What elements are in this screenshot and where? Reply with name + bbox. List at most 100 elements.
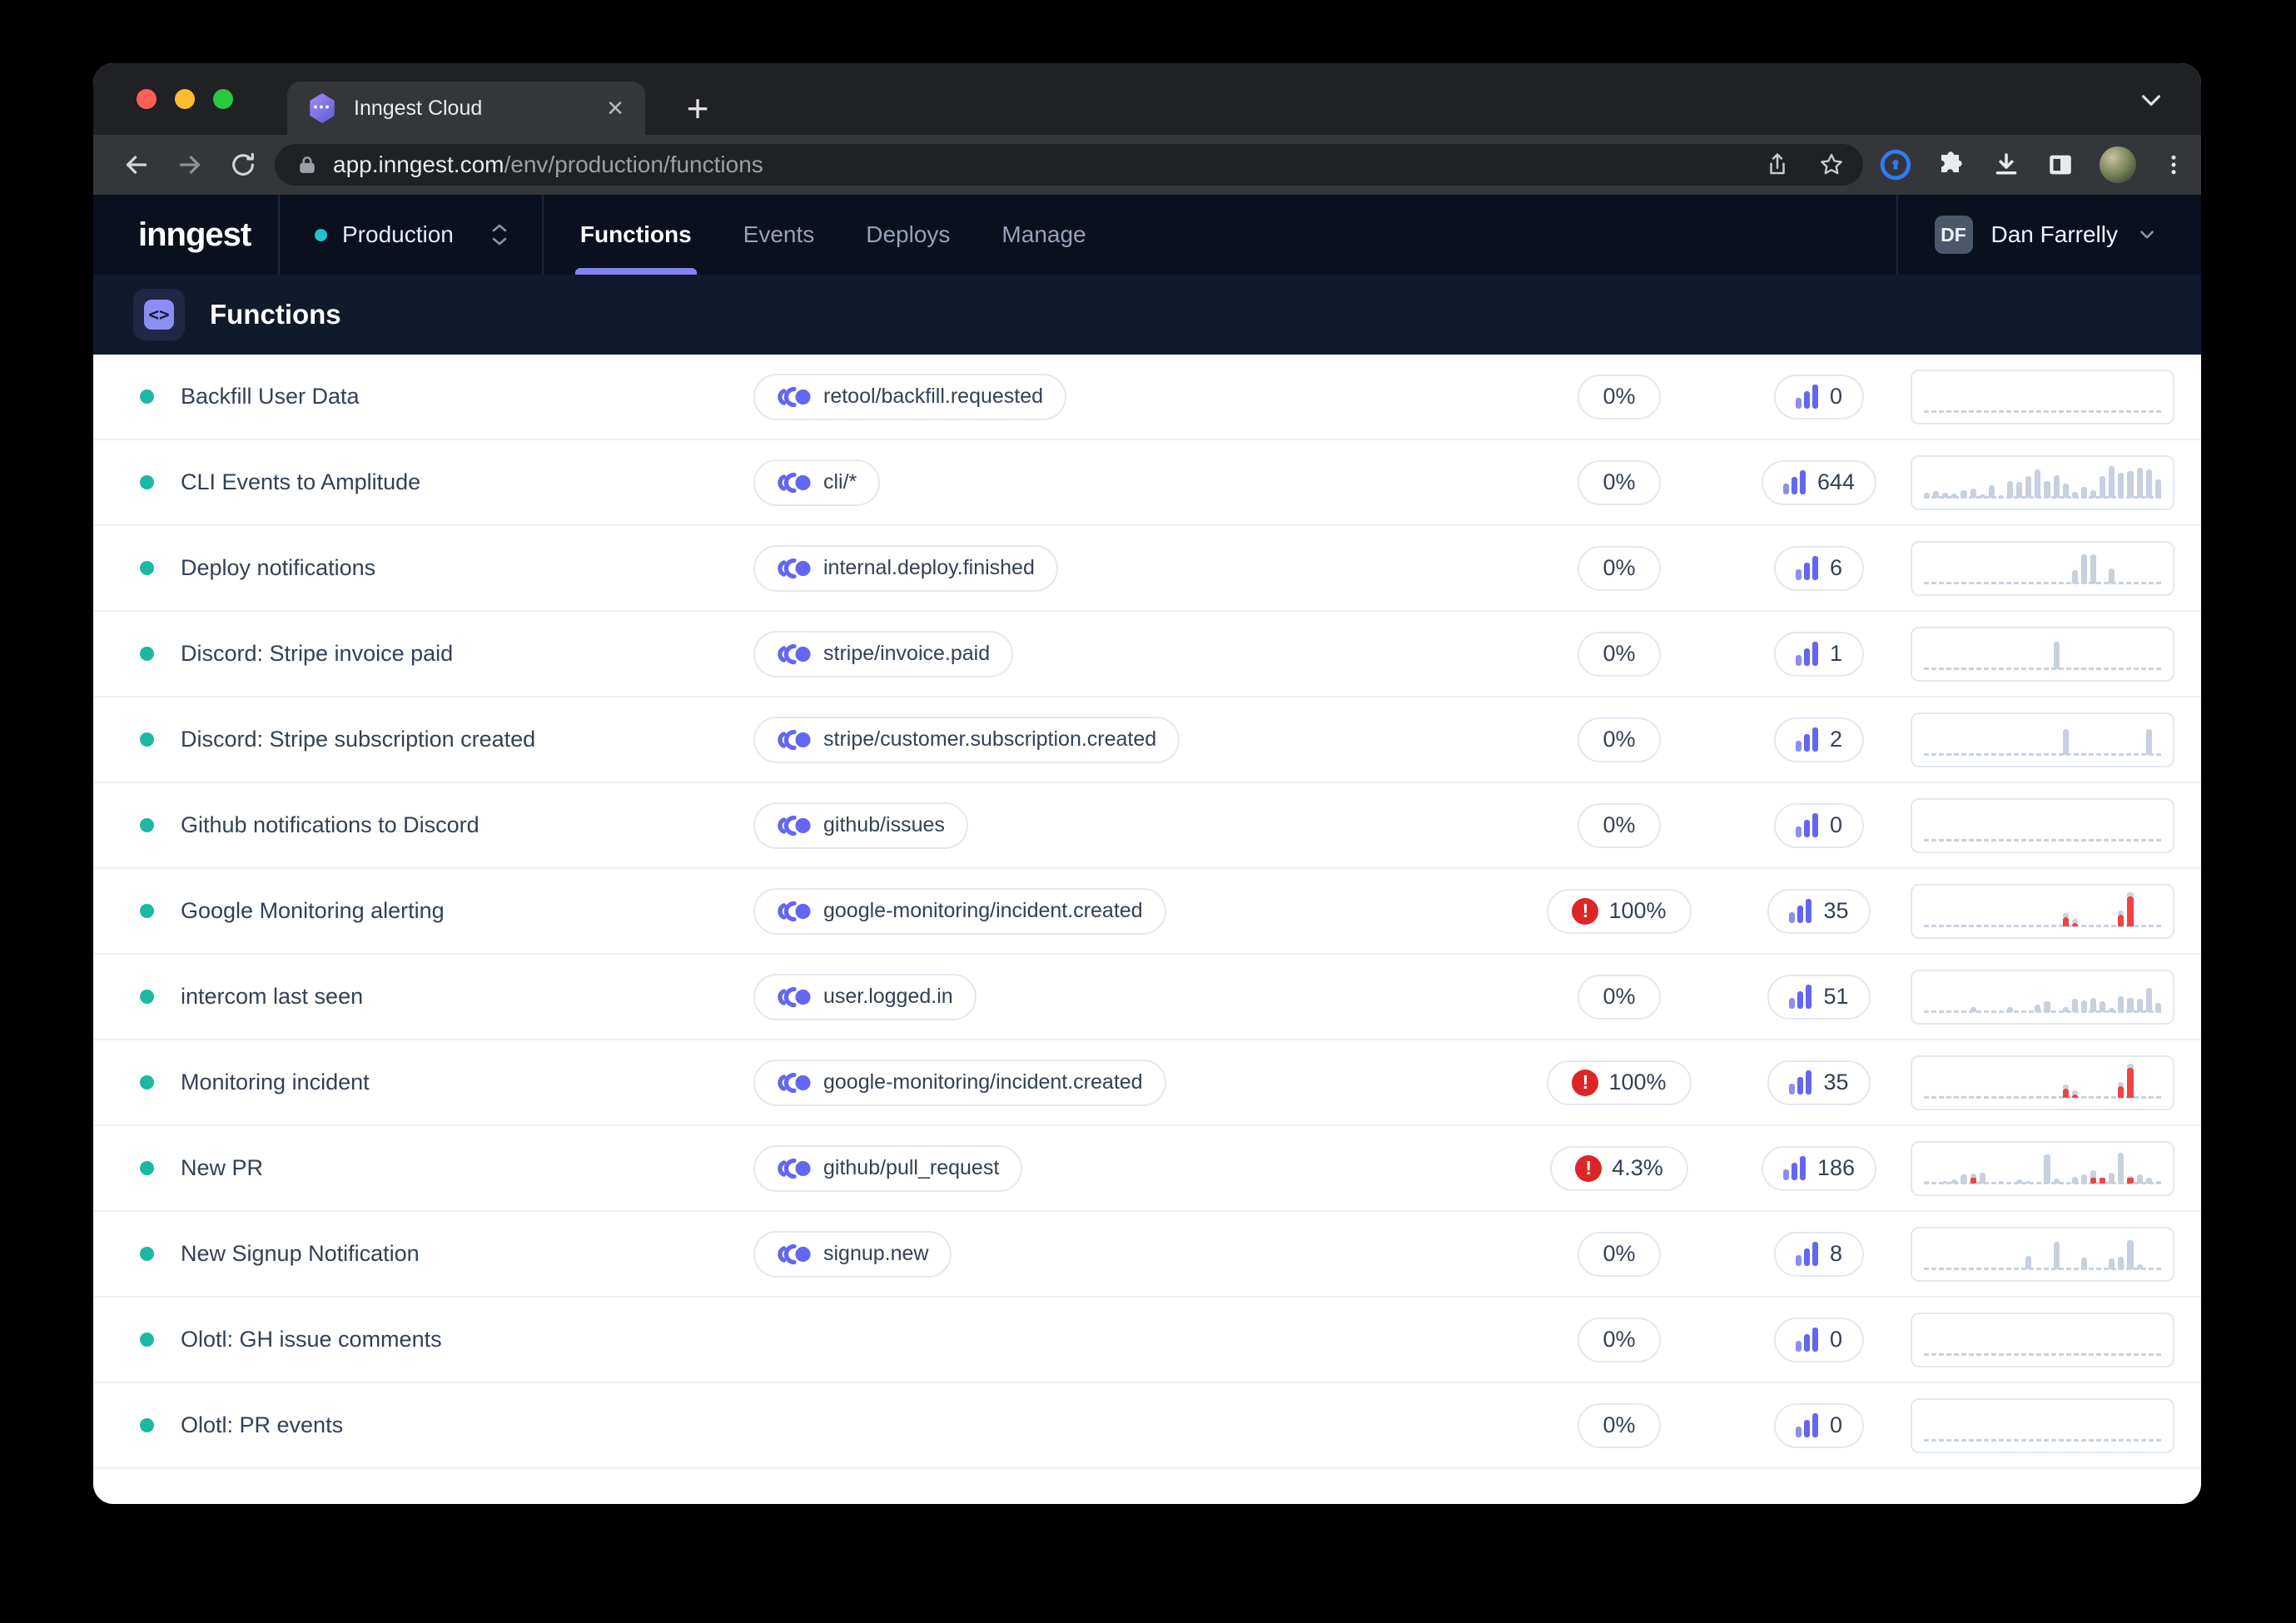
failure-rate-pill[interactable]: ! 100% [1547, 1060, 1692, 1105]
function-row[interactable]: New Signup Notification signup.new 0% 8 [93, 1212, 2201, 1298]
function-row[interactable]: CLI Events to Amplitude cli/* 0% 644 [93, 440, 2201, 526]
run-count-pill[interactable]: 6 [1773, 545, 1865, 591]
spark-slot [2127, 1406, 2133, 1441]
sparkline-chart[interactable] [1911, 1312, 2174, 1367]
sparkline-chart[interactable] [1911, 1397, 2174, 1453]
run-count-pill[interactable]: 0 [1773, 1402, 1865, 1448]
sparkline-chart[interactable] [1911, 712, 2174, 767]
failure-rate-pill[interactable]: 0% [1578, 545, 1661, 591]
event-trigger-badge[interactable]: google-monitoring/incident.created [753, 887, 1166, 935]
sparkline-chart[interactable] [1911, 1055, 2174, 1110]
sparkline-chart[interactable] [1911, 969, 2174, 1025]
window-controls[interactable] [137, 89, 233, 109]
address-bar[interactable]: app.inngest.com /env/production/function… [275, 144, 1863, 186]
onepassword-icon[interactable] [1880, 149, 1911, 181]
spark-slot [2100, 1234, 2105, 1269]
failure-rate-pill[interactable]: 0% [1578, 459, 1661, 505]
close-tab-icon[interactable]: × [607, 92, 624, 124]
failure-rate-pill[interactable]: ! 4.3% [1550, 1145, 1688, 1191]
function-row[interactable]: New PR github/pull_request ! 4.3% 186 [93, 1126, 2201, 1212]
sparkline-chart[interactable] [1911, 626, 2174, 682]
function-row[interactable]: Deploy notifications internal.deploy.fin… [93, 526, 2201, 612]
tab-deploys[interactable]: Deploys [866, 221, 951, 247]
event-name: google-monitoring/incident.created [823, 899, 1143, 922]
event-trigger-badge[interactable]: cli/* [753, 459, 881, 506]
run-count-pill[interactable]: 0 [1773, 802, 1865, 848]
failure-rate-pill[interactable]: 0% [1578, 1231, 1661, 1277]
user-menu[interactable]: DF Dan Farrelly [1896, 195, 2201, 275]
failure-rate-pill[interactable]: 0% [1578, 717, 1661, 762]
back-icon[interactable] [113, 135, 160, 195]
profile-avatar[interactable] [2100, 146, 2136, 183]
failure-rate-pill[interactable]: 0% [1578, 974, 1661, 1020]
event-trigger-badge[interactable]: signup.new [753, 1230, 952, 1278]
spark-slot [2053, 463, 2060, 498]
sparkline-chart[interactable] [1911, 540, 2174, 596]
new-tab-button[interactable]: + [686, 87, 709, 130]
run-count-pill[interactable]: 1 [1773, 631, 1865, 677]
run-count-pill[interactable]: 644 [1761, 459, 1877, 505]
event-trigger-badge[interactable]: retool/backfill.requested [753, 373, 1067, 420]
event-trigger-badge[interactable]: github/issues [753, 802, 968, 849]
event-trigger-badge[interactable]: user.logged.in [753, 973, 977, 1020]
forward-icon[interactable] [166, 135, 213, 195]
spark-slot [1970, 1149, 1976, 1184]
failure-rate-pill[interactable]: 0% [1578, 802, 1661, 848]
function-row[interactable]: Discord: Stripe subscription created str… [93, 697, 2201, 783]
run-count-value: 8 [1829, 1241, 1843, 1266]
browser-menu-kebab-icon[interactable] [2161, 152, 2186, 177]
share-icon[interactable] [1765, 152, 1790, 177]
function-row[interactable]: Monitoring incident google-monitoring/in… [93, 1040, 2201, 1126]
failure-rate-pill[interactable]: 0% [1578, 374, 1661, 419]
function-row[interactable]: Olotl: GH issue comments 0% 0 [93, 1298, 2201, 1383]
environment-selector[interactable]: Production [280, 195, 542, 275]
sparkline-chart[interactable] [1911, 883, 2174, 939]
sparkline-chart[interactable] [1911, 1140, 2174, 1196]
side-panel-icon[interactable] [2046, 151, 2075, 179]
function-row[interactable]: Olotl: PR events 0% 0 [93, 1383, 2201, 1469]
run-count-pill[interactable]: 0 [1773, 374, 1865, 419]
tab-events[interactable]: Events [743, 221, 815, 247]
maximize-window-button[interactable] [213, 89, 233, 109]
function-row[interactable]: Discord: Stripe invoice paid stripe/invo… [93, 612, 2201, 697]
spark-slot [2016, 548, 2022, 583]
close-window-button[interactable] [137, 89, 157, 109]
failure-rate-pill[interactable]: 0% [1578, 631, 1661, 677]
function-row[interactable]: Github notifications to Discord github/i… [93, 783, 2201, 869]
extensions-puzzle-icon[interactable] [1936, 150, 1966, 180]
run-count-pill[interactable]: 2 [1773, 717, 1865, 762]
event-trigger-badge[interactable]: stripe/customer.subscription.created [753, 716, 1180, 763]
event-trigger-badge[interactable]: stripe/invoice.paid [753, 630, 1014, 677]
failure-rate-pill[interactable]: 0% [1578, 1402, 1661, 1448]
run-count-pill[interactable]: 35 [1767, 1060, 1871, 1105]
event-trigger-badge[interactable]: internal.deploy.finished [753, 544, 1058, 592]
downloads-icon[interactable] [1991, 150, 2021, 180]
tab-manage[interactable]: Manage [1001, 221, 1086, 247]
event-trigger-badge[interactable]: google-monitoring/incident.created [753, 1059, 1166, 1106]
sparkline-chart[interactable] [1911, 797, 2174, 853]
minimize-window-button[interactable] [175, 89, 195, 109]
reload-icon[interactable] [220, 135, 266, 195]
tab-functions[interactable]: Functions [574, 195, 697, 275]
spark-slot [1998, 1234, 2004, 1269]
function-row[interactable]: Google Monitoring alerting google-monito… [93, 869, 2201, 955]
tab-search-chevron-icon[interactable] [2138, 87, 2164, 117]
sparkline-chart[interactable] [1911, 1226, 2174, 1282]
browser-tab[interactable]: ••• Inngest Cloud × [287, 82, 645, 135]
bar-chart-icon [1795, 1413, 1818, 1437]
inngest-logo[interactable]: inngest [138, 216, 251, 253]
sparkline-chart[interactable] [1911, 369, 2174, 424]
spark-slot [2035, 1320, 2040, 1355]
function-row[interactable]: Backfill User Data retool/backfill.reque… [93, 355, 2201, 440]
event-trigger-badge[interactable]: github/pull_request [753, 1144, 1023, 1192]
failure-rate-pill[interactable]: 0% [1578, 1317, 1661, 1362]
function-row[interactable]: intercom last seen user.logged.in 0% 51 [93, 955, 2201, 1040]
failure-rate-pill[interactable]: ! 100% [1547, 888, 1692, 934]
run-count-pill[interactable]: 51 [1767, 974, 1871, 1020]
run-count-pill[interactable]: 0 [1773, 1317, 1865, 1362]
run-count-pill[interactable]: 8 [1773, 1231, 1865, 1277]
bookmark-star-icon[interactable] [1818, 151, 1845, 178]
run-count-pill[interactable]: 186 [1761, 1145, 1877, 1191]
run-count-pill[interactable]: 35 [1767, 888, 1871, 934]
sparkline-chart[interactable] [1911, 454, 2174, 510]
